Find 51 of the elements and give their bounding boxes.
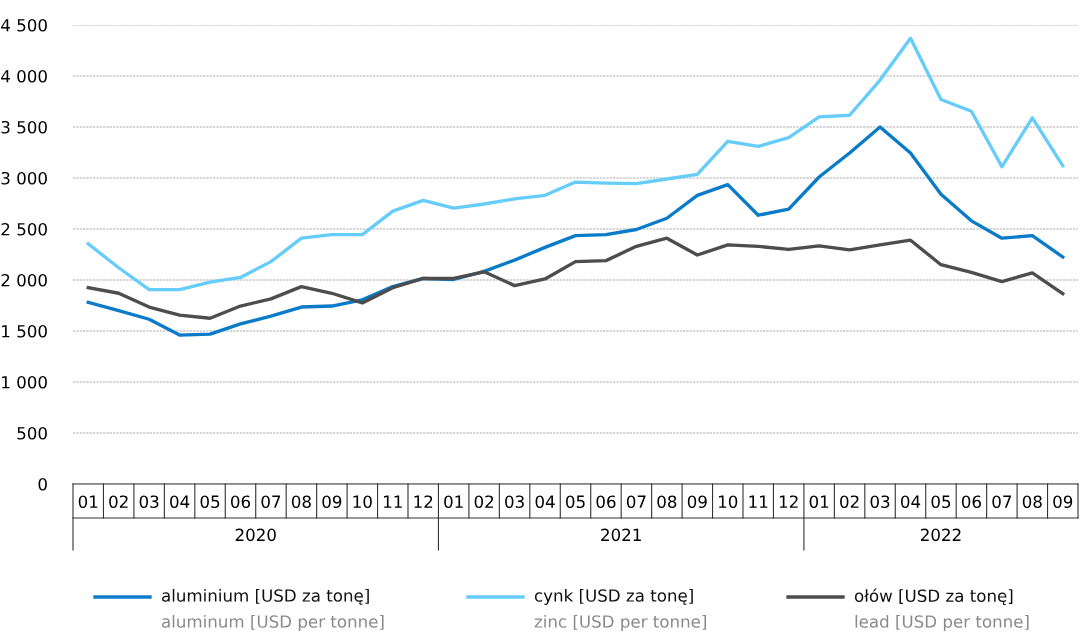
- x-tick-label: 02: [474, 495, 494, 509]
- x-tick-label: 04: [170, 495, 190, 509]
- x-tick-label: 01: [78, 495, 98, 509]
- x-tick-label: 05: [565, 495, 585, 509]
- y-tick-label: 4 500: [1, 18, 47, 32]
- legend-label: ołów [USD za tonę] lead [USD per tonne]: [854, 588, 1029, 632]
- x-tick-label: 09: [687, 495, 707, 509]
- x-tick-label: 11: [749, 495, 768, 508]
- x-tick-label: 02: [109, 495, 128, 509]
- x-tick-label: 06: [596, 495, 616, 509]
- x-tick-label: 03: [139, 495, 159, 509]
- line-series: [86, 36, 1065, 292]
- x-tick-label: 05: [931, 495, 951, 509]
- x-tick-label: 04: [535, 495, 555, 509]
- y-tick-label: 2 500: [1, 222, 47, 236]
- y-tick-label: 0: [38, 477, 47, 491]
- x-tick-label: 11: [384, 495, 402, 508]
- y-tick-label: 4 000: [1, 69, 47, 83]
- y-tick-label: 1 500: [2, 324, 47, 338]
- x-tick-label: 03: [505, 495, 524, 509]
- x-tick-label: 08: [657, 495, 677, 509]
- x-tick-label: 07: [992, 495, 1012, 509]
- text: 2022: [920, 528, 961, 542]
- x-tick-label: 07: [626, 495, 646, 509]
- y-tick-label: 3 500: [1, 120, 47, 134]
- x-tick-label: 01: [444, 495, 463, 509]
- x-tick-label: 04: [900, 495, 921, 509]
- x-tick-label: 12: [414, 495, 433, 508]
- x-tick-label: 06: [961, 495, 981, 509]
- x-tick-label: 09: [1053, 495, 1073, 509]
- x-tick-label: 03: [870, 495, 890, 509]
- text: 2020: [235, 528, 276, 542]
- x-tick-label: 06: [230, 495, 251, 509]
- y-tick-label: 500: [17, 426, 47, 440]
- x-tick-label: 02: [840, 495, 859, 509]
- legend-label: cynk [USD za tonę] zinc [USD per tonne]: [534, 588, 706, 632]
- y-tick-label: 2 000: [1, 273, 47, 287]
- line-series: [86, 236, 1065, 320]
- legend-label: aluminium [USD za tonę] aluminum [USD per tonne]: [162, 588, 384, 632]
- x-tick-label: 01: [809, 495, 829, 509]
- y-tick-label: 3 000: [1, 171, 47, 185]
- x-tick-label: 09: [322, 495, 342, 509]
- text: 2021: [601, 528, 641, 542]
- y-tick-label: 1 000: [2, 375, 47, 389]
- x-tick-label: 08: [291, 495, 311, 509]
- x-tick-label: 10: [719, 495, 738, 509]
- x-tick-label: 10: [353, 495, 372, 509]
- x-tick-label: 07: [261, 495, 281, 509]
- x-tick-label: 08: [1022, 495, 1042, 509]
- x-tick-label: 05: [200, 495, 220, 509]
- x-tick-label: 12: [779, 495, 798, 508]
